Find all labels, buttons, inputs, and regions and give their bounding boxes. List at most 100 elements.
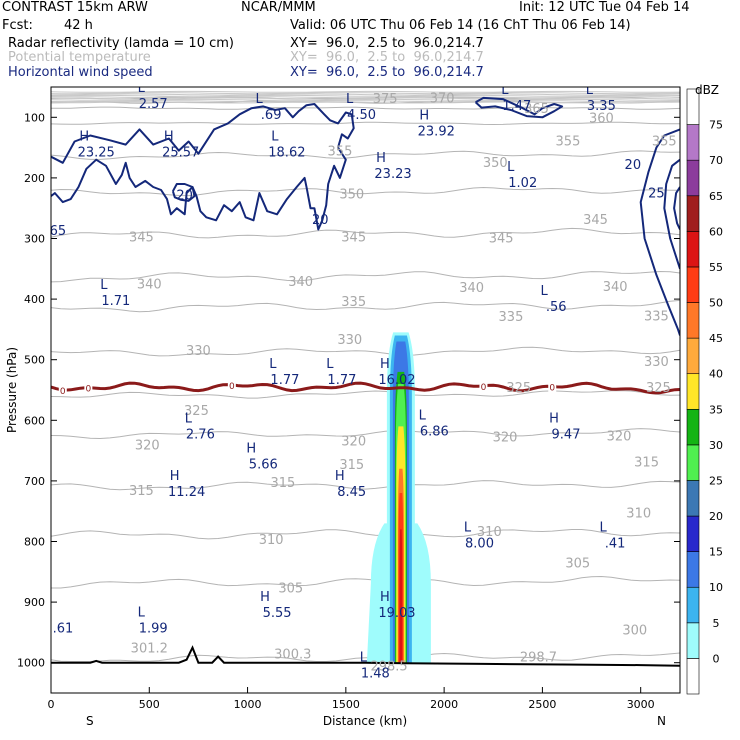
isentrope-label: 301.2 (131, 642, 168, 657)
y-axis-label: Pressure (hPa) (5, 347, 19, 433)
header-field-reflectivity-xy: XY= 96.0, 2.5 to 96.0,214.7 (290, 36, 484, 51)
hl-marker: L (586, 83, 594, 98)
isentrope-label: 315 (634, 456, 659, 471)
x-tick-label: 1000 (234, 698, 262, 711)
colorbar-label: 45 (709, 332, 723, 345)
isentrope-label: 335 (499, 310, 524, 325)
isentrope-label: 305 (278, 582, 303, 597)
isentrope (51, 529, 680, 540)
isentrope-label: 320 (135, 439, 160, 454)
y-tick-label: 100 (24, 111, 45, 124)
colorbar-units: dBZ (695, 83, 719, 97)
hl-value: 3.35 (587, 99, 616, 114)
colorbar-swatch (686, 622, 700, 659)
header-valid: Valid: 06 UTC Thu 06 Feb 14 (16 ChT Thu … (290, 18, 631, 33)
hl-marker: L (464, 520, 472, 535)
hl-marker: L (138, 605, 146, 620)
wind-contour (663, 158, 680, 270)
zero-label-gap (58, 384, 67, 395)
zero-contour-label: 0 (481, 383, 487, 393)
hl-marker: L (541, 284, 549, 299)
zero-contour-label: 0 (60, 387, 66, 397)
hl-value: 2.76 (186, 427, 215, 442)
isentrope-label: 325 (646, 381, 671, 396)
hl-value: 1.77 (270, 373, 299, 388)
x-tick-label: 500 (139, 698, 160, 711)
isentrope-label: 345 (129, 231, 154, 246)
colorbar-swatch (686, 302, 700, 339)
hl-marker: H (164, 130, 174, 145)
hl-value: 5.61 (44, 621, 73, 636)
isentrope-label: 320 (341, 434, 366, 449)
colorbar-label: 50 (709, 297, 723, 310)
zero-label-gap (548, 381, 557, 392)
hl-marker: L (100, 278, 108, 293)
isentrope-upper (51, 96, 680, 99)
hl-marker: L (271, 130, 279, 145)
isentrope-upper (51, 94, 680, 97)
isentrope (51, 150, 680, 160)
isentrope (51, 480, 680, 491)
hl-value: 5.55 (263, 606, 292, 621)
colorbar-label: 30 (709, 439, 723, 452)
header-org: NCAR/MMM (241, 0, 316, 15)
isentrope (51, 270, 680, 283)
y-tick-label: 400 (24, 293, 45, 306)
isentrope-label: 365 (524, 102, 549, 117)
isentrope-label: 315 (129, 484, 154, 499)
hl-marker: L (138, 81, 146, 96)
hl-value: .69 (261, 108, 282, 123)
isentrope-label: 335 (644, 309, 669, 324)
hl-marker: H (246, 442, 256, 457)
y-tick-label: 700 (24, 475, 45, 488)
hl-value: 9.47 (552, 427, 581, 442)
colorbar-swatch (686, 231, 700, 268)
isentrope (51, 575, 680, 589)
isentrope-upper (51, 100, 680, 103)
colorbar-swatch (686, 337, 700, 375)
y-tick-label: 800 (24, 536, 45, 549)
x-axis-north: N (657, 714, 666, 728)
isentrope-label: 360 (589, 111, 614, 126)
wind-contour-label: 65 (50, 224, 67, 239)
isentrope-label: 340 (603, 280, 628, 295)
hl-value: 1.77 (327, 373, 356, 388)
isentrope-label: 315 (339, 458, 364, 473)
colorbar-label: 10 (709, 581, 723, 594)
hl-marker: L (501, 83, 509, 98)
isentrope (51, 299, 680, 313)
isentrope-label: 345 (341, 231, 366, 246)
terrain-line (51, 645, 680, 667)
x-axis-south: S (86, 714, 94, 728)
hl-value: 1.47 (502, 99, 531, 114)
isentrope-label: 350 (483, 156, 508, 171)
hl-marker: H (549, 411, 559, 426)
isentrope-label: 345 (583, 213, 608, 228)
header-init: Init: 12 UTC Tue 04 Feb 14 (519, 0, 690, 15)
isentrope-label: 345 (489, 231, 514, 246)
hl-value: 8.00 (465, 536, 494, 551)
isentrope-label: 300.3 (274, 648, 311, 663)
zero-contour: 0 0 0 0 0 (51, 379, 680, 397)
zero-label-gap (227, 379, 236, 390)
hl-marker: L (507, 160, 515, 175)
header-model: CONTRAST 15km ARW (2, 0, 148, 15)
x-axis-label: Distance (km) (323, 714, 407, 728)
hl-value: 1.48 (361, 667, 390, 682)
hl-marker: H (419, 108, 429, 123)
colorbar-swatch (686, 444, 700, 481)
isentrope-label: 320 (607, 429, 632, 444)
colorbar-label: 15 (709, 546, 723, 559)
hl-value: .56 (546, 300, 567, 315)
colorbar-swatch (686, 515, 700, 552)
hl-value: 2.57 (139, 97, 168, 112)
colorbar-label: 0 (713, 652, 720, 665)
colorbar-swatch (686, 480, 700, 517)
header-fcst-value: 42 h (64, 18, 93, 33)
isentrope (51, 121, 680, 126)
isentrope-label: 355 (556, 134, 581, 149)
hl-marker: L (185, 411, 193, 426)
isentrope-label: 355 (652, 134, 677, 149)
hl-marker: H (335, 469, 345, 484)
hl-value: 23.25 (78, 146, 115, 161)
